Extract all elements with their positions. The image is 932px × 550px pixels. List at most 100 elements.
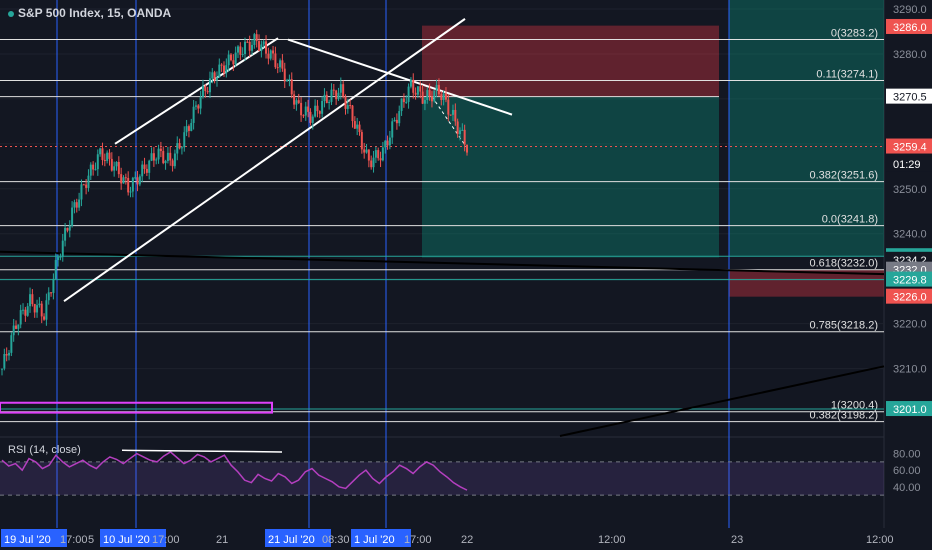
rsi-divergence-line <box>121 449 283 453</box>
time-tick-label: 22 <box>461 534 473 546</box>
candle-body <box>127 177 130 193</box>
rsi-tick-label: 40.00 <box>893 482 921 494</box>
candle-body <box>148 160 151 173</box>
price-label: 3259.4 <box>893 142 927 154</box>
candle-body <box>22 309 25 311</box>
candle-body <box>73 202 76 208</box>
candle-body <box>169 152 172 161</box>
candle-body <box>307 106 310 112</box>
candle-body <box>234 52 237 65</box>
price-label-bg <box>886 88 932 104</box>
candle-body <box>244 41 247 55</box>
candle-body <box>136 177 139 185</box>
candle-body <box>309 111 312 123</box>
candle-body <box>176 143 179 154</box>
candle-body <box>12 325 15 336</box>
channel-lower <box>63 18 466 302</box>
candle-body <box>365 149 368 153</box>
candle-body <box>286 79 289 82</box>
y-tick-label: 3210.0 <box>893 364 927 376</box>
candle-body <box>143 164 146 169</box>
candle-body <box>227 54 230 66</box>
candle-body <box>171 160 174 167</box>
candle-body <box>435 84 438 91</box>
candle-body <box>201 85 204 97</box>
candle-body <box>19 310 22 325</box>
candle-body <box>272 50 275 54</box>
candle-body <box>50 292 53 294</box>
candle-body <box>124 177 127 179</box>
candle-body <box>173 153 176 167</box>
candle-body <box>239 46 242 55</box>
candle-body <box>447 99 450 115</box>
candle-body <box>187 126 190 131</box>
time-tick-label: 23 <box>731 534 743 546</box>
fib-label: 0.618(3232.0) <box>810 258 879 270</box>
candle-body <box>430 96 433 102</box>
candle-body <box>442 93 445 101</box>
y-tick-label: 3290.0 <box>893 4 927 16</box>
candle-body <box>297 100 300 103</box>
candle-body <box>164 160 167 164</box>
candle-body <box>43 316 46 320</box>
time-tick-label: 10 Jul '20 <box>103 534 150 546</box>
candle-body <box>71 207 74 226</box>
candle-body <box>398 111 401 124</box>
candle-body <box>99 148 102 155</box>
time-tick-highlight <box>100 529 166 547</box>
candle-body <box>328 101 331 103</box>
candle-body <box>374 150 377 158</box>
candle-body <box>47 292 50 301</box>
time-tick-highlight <box>265 529 331 547</box>
candle-body <box>106 152 109 161</box>
channel-upper <box>114 37 279 145</box>
candle-body <box>260 44 263 51</box>
candle-body <box>15 325 18 329</box>
candle-body <box>318 111 321 114</box>
candle-body <box>225 65 228 74</box>
time-tick-label: 17:00 <box>152 534 180 546</box>
chart-title-text: S&P 500 Index, 15, OANDA <box>18 6 172 20</box>
price-label-bg <box>886 18 932 34</box>
candle-body <box>276 67 279 69</box>
candle-body <box>290 79 293 95</box>
candle-body <box>466 144 468 153</box>
candle-body <box>85 184 88 188</box>
candle-body <box>45 300 48 320</box>
candle-body <box>194 105 197 107</box>
candle-body <box>405 101 408 103</box>
candle-body <box>190 122 193 131</box>
candle-body <box>40 303 43 317</box>
candle-body <box>454 109 457 122</box>
candle-body <box>54 259 57 279</box>
y-tick-label: 3240.0 <box>893 229 927 241</box>
candle-body <box>108 152 111 159</box>
candle-body <box>421 91 424 104</box>
fib-label: 0.0(3241.8) <box>822 214 878 226</box>
price-label: 3270.5 <box>893 92 927 104</box>
time-tick-label: 5 <box>88 534 94 546</box>
candle-body <box>461 129 464 131</box>
candle-body <box>138 176 141 185</box>
price-label-bg <box>886 156 932 172</box>
candle-body <box>103 159 106 161</box>
candle-body <box>157 148 160 160</box>
price-label-bg <box>886 288 932 304</box>
candle-body <box>248 41 251 51</box>
chart-title: S&P 500 Index, 15, OANDA <box>8 6 171 20</box>
candle-body <box>370 160 373 168</box>
candle-body <box>321 100 324 114</box>
candle-body <box>206 91 209 93</box>
candle-body <box>414 92 417 95</box>
target-zone <box>422 96 719 258</box>
candle-body <box>129 191 132 193</box>
candle-body <box>199 96 202 109</box>
candle-body <box>94 169 97 171</box>
status-dot-icon <box>8 10 14 17</box>
candle-body <box>323 94 326 101</box>
candle-body <box>131 177 134 192</box>
candle-body <box>57 257 60 260</box>
candle-body <box>152 153 155 161</box>
